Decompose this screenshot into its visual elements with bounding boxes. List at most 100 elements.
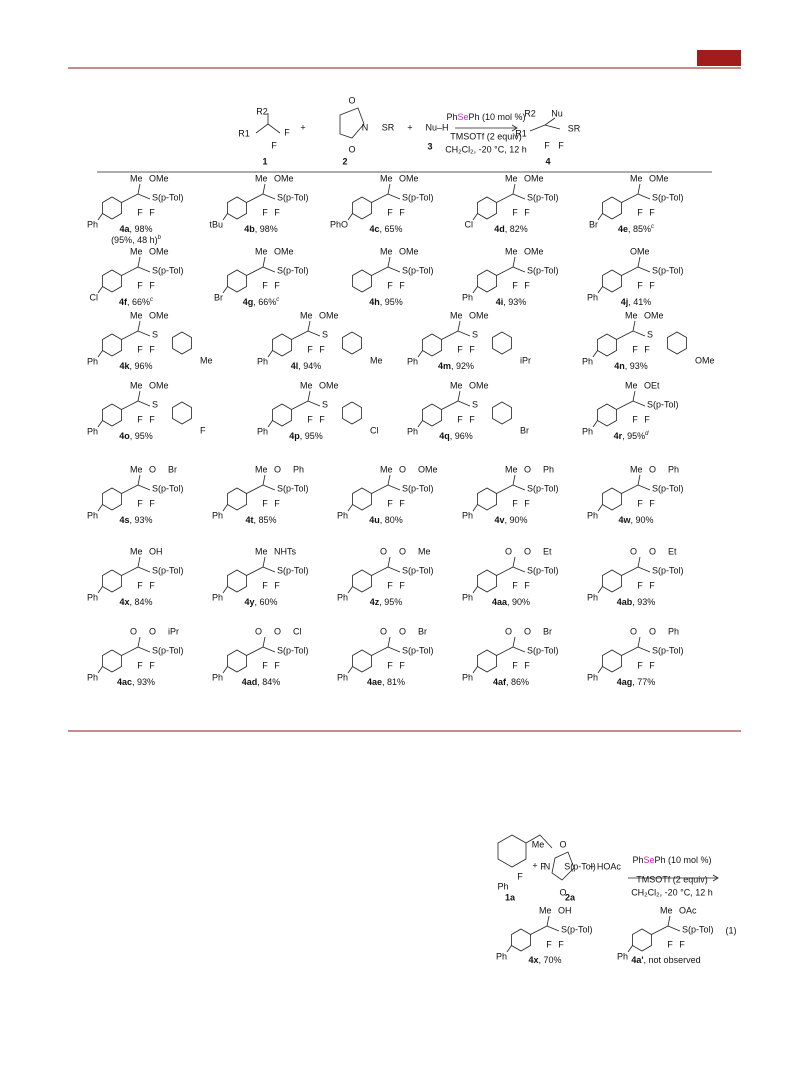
ring (352, 649, 372, 673)
substituent: Ph (337, 510, 348, 520)
bond (97, 286, 103, 294)
atom-label: Me (380, 173, 393, 183)
atom-label: F (512, 207, 518, 217)
atom-label: F (524, 580, 530, 590)
atom-label: Me (300, 380, 313, 390)
atom-label: F (149, 344, 155, 354)
atom-label: Me (130, 246, 143, 256)
compound-id: 4y (244, 597, 254, 607)
atom-label: Ph (668, 464, 679, 474)
yield: , 85% (254, 515, 277, 525)
bond (137, 646, 151, 653)
yield: , 81% (382, 677, 405, 687)
catalyst: PhSePh (10 mol %) (446, 112, 525, 122)
atom-label: OMe (524, 173, 544, 183)
atom-label: Me (300, 310, 313, 320)
atom-label: F (649, 580, 655, 590)
atom-label: Nu–H (425, 122, 448, 132)
compound-label: 4q, 96% (439, 431, 473, 441)
ring (602, 487, 622, 511)
ring (227, 649, 247, 673)
atom-label: O (149, 464, 156, 474)
compound-label: 4h, 95% (369, 297, 403, 307)
footnote: d (645, 431, 649, 437)
substituent: Ph (462, 672, 473, 682)
atom-label: F (149, 498, 155, 508)
compound-label: 4ad, 84% (242, 677, 281, 687)
atom-label: F (649, 207, 655, 217)
compound-id: 4ad (242, 677, 258, 687)
bond (621, 566, 639, 576)
compound-id: 4g (243, 297, 254, 307)
compound-id: 4ag (617, 677, 633, 687)
substituent: Br (214, 292, 223, 302)
s-group: S (322, 399, 328, 409)
atom-label: OMe (399, 246, 419, 256)
s-group: S(p-Tol) (152, 192, 184, 202)
bond (496, 646, 514, 656)
atom-label: F (319, 344, 325, 354)
atom-label: Me (130, 173, 143, 183)
atom-label: O (149, 626, 156, 636)
yield: , 98% (255, 224, 278, 234)
substituent: Ph (257, 356, 268, 366)
s-group: S(p-Tol) (402, 265, 434, 275)
footnote: c (276, 297, 279, 303)
ring (227, 269, 247, 293)
bond (637, 193, 651, 200)
atom-label: O (348, 144, 355, 154)
atom-label: R1 (515, 128, 527, 138)
substituent: Ph (87, 219, 98, 229)
bond (457, 330, 471, 337)
compound-id: 4t (245, 515, 253, 525)
compound-label: 4n, 93% (614, 361, 648, 371)
atom-label: F (262, 660, 268, 670)
compound-label: 4f, 66%c (119, 297, 153, 308)
atom-label: OMe (274, 173, 294, 183)
atom-label: F (274, 207, 280, 217)
bond (222, 213, 228, 221)
s-group: S(p-Tol) (561, 924, 593, 934)
bond (387, 556, 391, 568)
yield: , 90% (631, 515, 654, 525)
s-group: S(p-Tol) (682, 924, 714, 934)
s-group: S (647, 329, 653, 339)
substituent: Cl (465, 219, 474, 229)
substituent: Ph (587, 672, 598, 682)
atom-label: OMe (418, 464, 438, 474)
yield: , 93% (503, 297, 526, 307)
ring (272, 333, 292, 357)
bond (121, 266, 139, 276)
bond (637, 566, 651, 573)
ring (422, 333, 442, 357)
bond (291, 400, 309, 410)
s-group: S (152, 399, 158, 409)
atom-label: O (255, 626, 262, 636)
compound-label: 4w, 90% (618, 515, 653, 525)
bond (621, 646, 639, 656)
atom-label: F (512, 580, 518, 590)
atom-label: Ph (497, 881, 508, 891)
bond (512, 566, 526, 573)
yield: , 93% (625, 361, 648, 371)
atom-label: F (387, 207, 393, 217)
atom-label: F (274, 280, 280, 290)
atom-label: Me (625, 380, 638, 390)
atom-label: Me (532, 839, 545, 849)
atom-label: O (630, 546, 637, 556)
atom-label: F (399, 580, 405, 590)
s-group: S(p-Tol) (152, 565, 184, 575)
yield: , 84% (130, 597, 153, 607)
substituent: Ph (462, 510, 473, 520)
yield: , 84% (257, 677, 280, 687)
yield: , not observed (644, 955, 701, 965)
compound-label: 4o, 95% (119, 431, 153, 441)
atom-label: O (559, 839, 566, 849)
bond (262, 556, 266, 568)
atom-label: F (457, 414, 463, 424)
atom-label: F (469, 344, 475, 354)
atom-label: Me (418, 546, 431, 556)
bond (347, 586, 353, 594)
s-group: S(p-Tol) (527, 483, 559, 493)
